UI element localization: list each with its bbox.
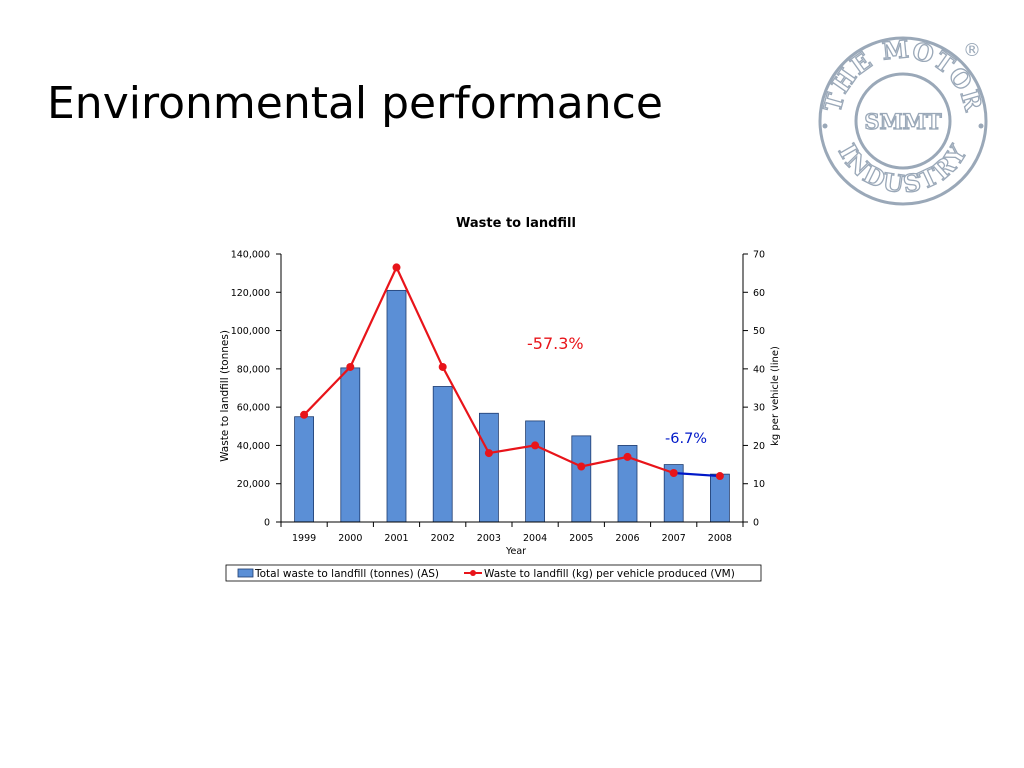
logo-outer-ring [818, 36, 988, 206]
bar-2005 [571, 435, 592, 523]
logo-inner-ring [854, 72, 952, 170]
left-tick-label: 40,000 [237, 441, 270, 452]
logo-dot-right [978, 123, 984, 129]
legend-bar-label: Total waste to landfill (tonnes) (AS) [254, 568, 439, 580]
logo-registered-mark: ® [963, 40, 981, 61]
slide-title: Environmental performance [47, 78, 663, 129]
bar-2001 [386, 289, 407, 523]
left-tick-label: 0 [264, 518, 270, 529]
x-tick-label: 2007 [662, 533, 686, 544]
smmt-logo: THE MOTOR INDUSTRY SMMT ® [817, 33, 988, 206]
right-tick-label: 70 [753, 250, 765, 261]
bar-2008 [710, 473, 730, 523]
x-tick-label: 2000 [338, 533, 362, 544]
line-point-2000 [346, 362, 355, 371]
legend-line-marker [470, 570, 476, 576]
x-tick-label: 2005 [569, 533, 593, 544]
line-point-2002 [438, 362, 447, 371]
left-tick-label: 80,000 [237, 364, 270, 375]
left-tick-label: 20,000 [237, 479, 270, 490]
line-point-2003 [484, 449, 493, 458]
bar-1999 [294, 416, 315, 523]
line-point-2005 [577, 462, 586, 471]
x-tick-label: 2008 [708, 533, 732, 544]
legend-box [225, 564, 762, 582]
chart-title: Waste to landfill [456, 216, 576, 231]
right-axis-label: kg per vehicle (line) [770, 346, 781, 446]
line-point-2008 [715, 472, 724, 481]
x-axis-label: Year [505, 546, 526, 557]
x-tick-label: 2004 [523, 533, 547, 544]
bar-2003 [478, 412, 499, 523]
logo-dot-left [822, 123, 828, 129]
right-tick-label: 30 [753, 403, 765, 414]
bar-2002 [432, 386, 453, 523]
legend-line-label: Waste to landfill (kg) per vehicle produ… [484, 568, 735, 580]
line-point-2004 [531, 441, 540, 450]
bar-2004 [525, 420, 545, 523]
left-tick-label: 140,000 [231, 250, 270, 261]
left-tick-label: 60,000 [237, 403, 270, 414]
line-point-2001 [392, 263, 401, 272]
x-tick-label: 2002 [431, 533, 455, 544]
right-tick-label: 40 [753, 364, 765, 375]
annotation-total-change: -57.3% [527, 334, 584, 353]
line-highlight-segment [673, 471, 720, 478]
right-tick-label: 60 [753, 288, 765, 299]
x-tick-label: 2003 [477, 533, 501, 544]
left-tick-label: 120,000 [231, 288, 270, 299]
left-tick-label: 100,000 [231, 326, 270, 337]
line-point-1999 [300, 410, 309, 419]
line-point-2006 [623, 452, 632, 461]
x-tick-label: 1999 [292, 533, 316, 544]
left-axis-label: Waste to landfill (tonnes) [219, 330, 231, 462]
right-tick-label: 50 [753, 326, 765, 337]
right-tick-label: 10 [753, 479, 765, 490]
line-point-2007 [669, 468, 678, 477]
legend-bar-swatch [237, 568, 254, 578]
right-tick-label: 20 [753, 441, 765, 452]
right-tick-label: 0 [753, 518, 759, 529]
annotation-recent-change: -6.7% [665, 431, 707, 447]
bar-2000 [340, 367, 361, 523]
x-tick-label: 2006 [615, 533, 639, 544]
logo-center-text: SMMT [864, 109, 942, 134]
x-tick-label: 2001 [384, 533, 408, 544]
